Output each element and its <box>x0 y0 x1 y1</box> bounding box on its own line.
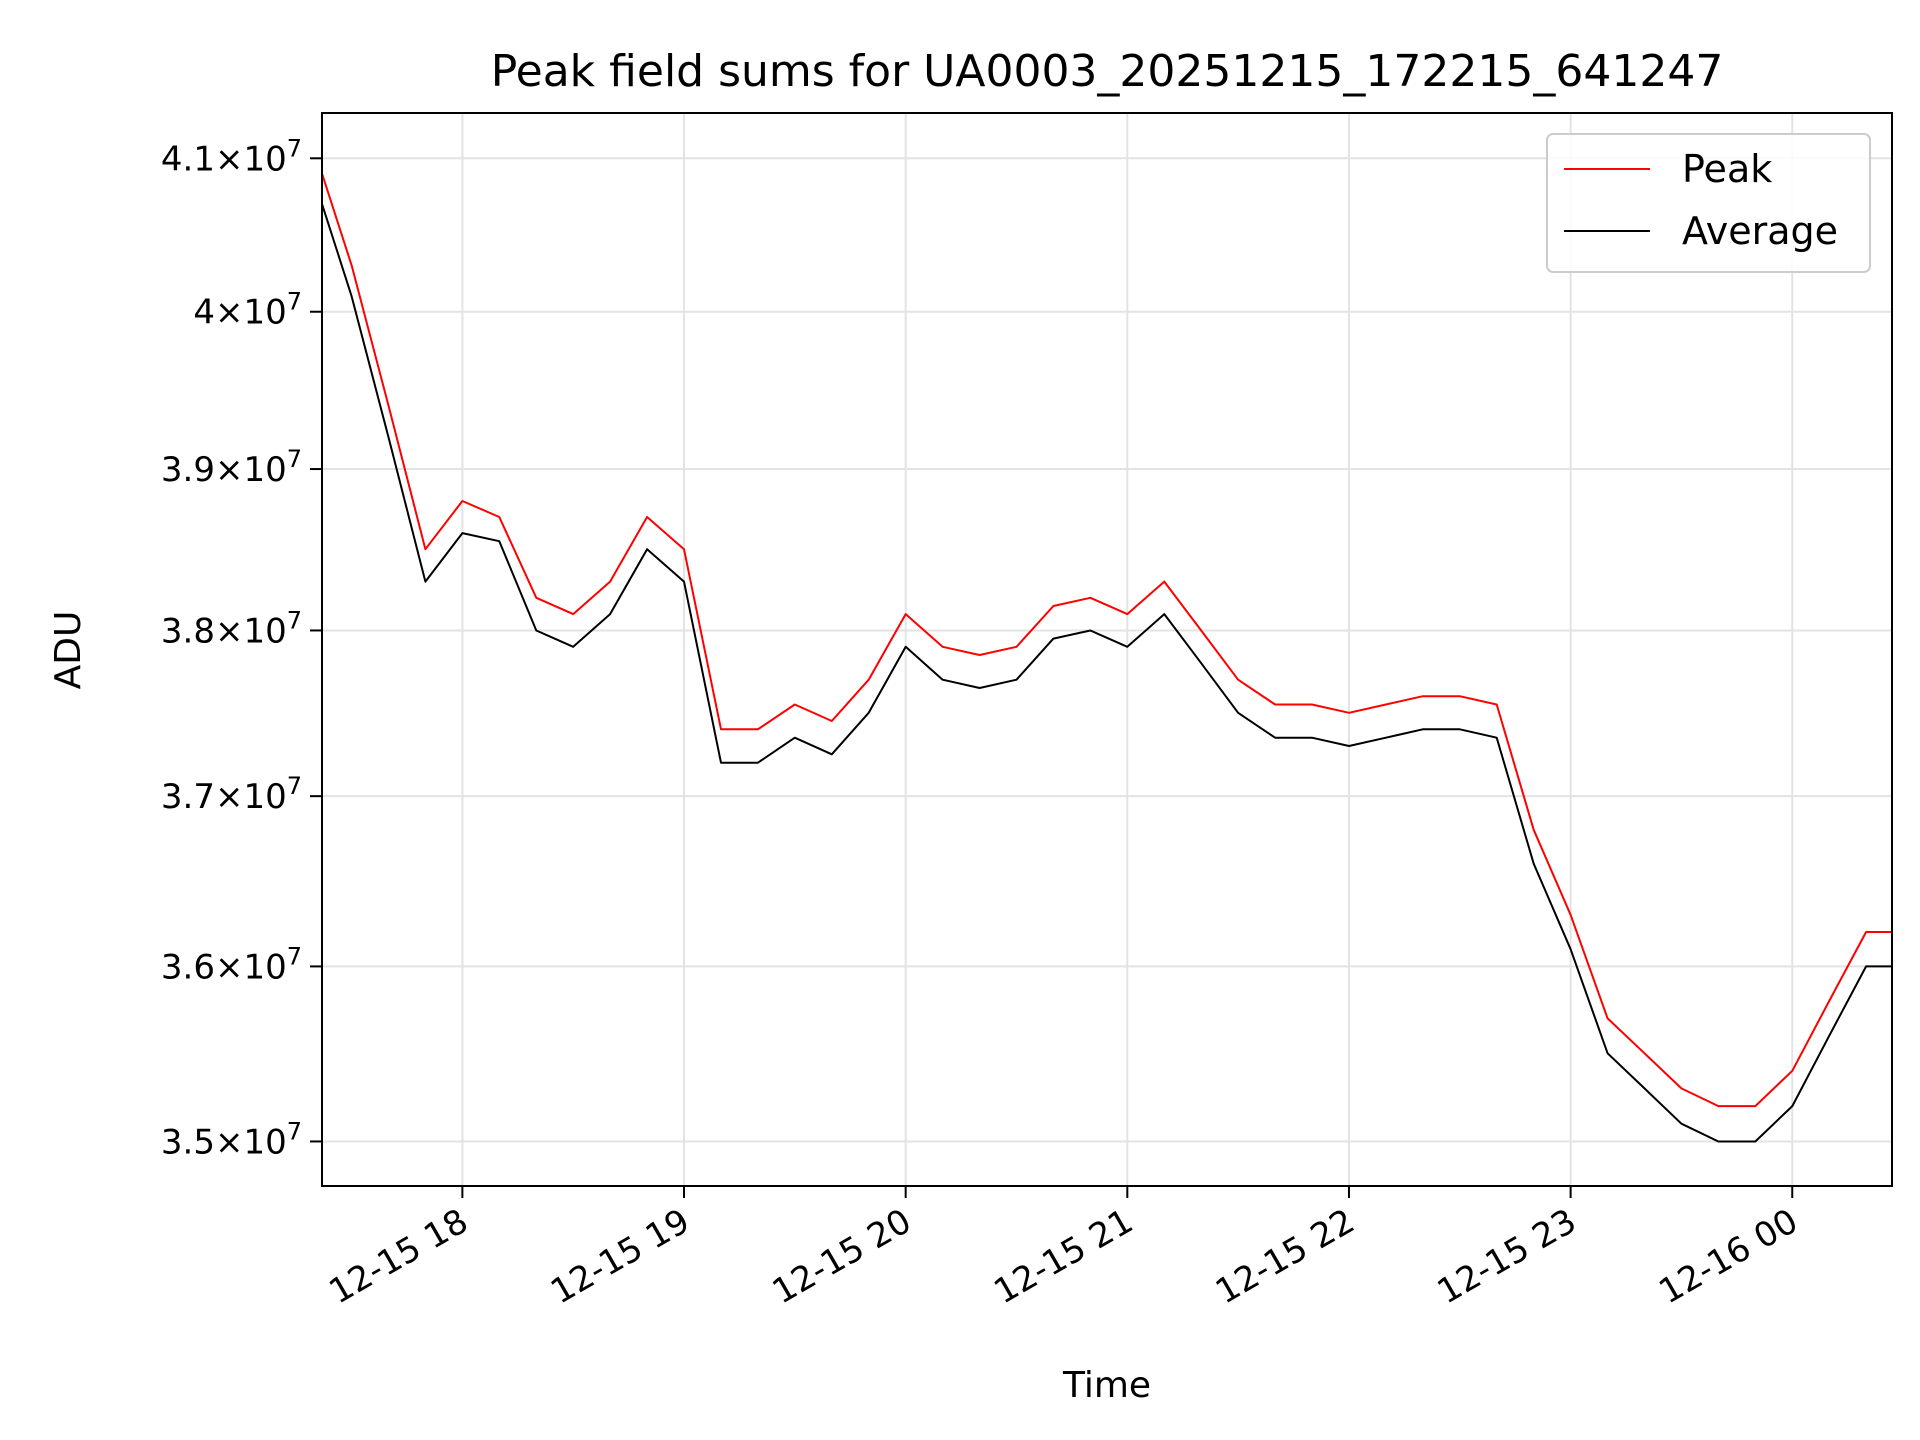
x-axis-title: Time <box>1062 1365 1151 1406</box>
grid <box>322 113 1892 1186</box>
chart-title: Peak field sums for UA0003_20251215_1722… <box>491 46 1724 97</box>
legend-average-label: Average <box>1682 209 1838 253</box>
y-tick-label: 4×107 <box>193 288 302 333</box>
y-tick-label: 3.6×107 <box>161 942 302 987</box>
plot-frame <box>321 112 1893 1187</box>
series-layer <box>321 172 1893 1143</box>
legend: Peak Average <box>1546 133 1871 273</box>
y-tick-label: 3.8×107 <box>161 606 302 651</box>
y-axis-title: ADU <box>48 611 89 690</box>
y-axis-ticks: 3.5×107 3.6×107 3.7×107 3.8×107 3.9×107 4×107… <box>161 134 322 1162</box>
y-tick-label: 3.5×107 <box>161 1117 302 1162</box>
y-tick-label: 4.1×107 <box>161 134 302 179</box>
series-line-peak <box>321 172 1893 1108</box>
y-tick-label: 3.9×107 <box>161 445 302 490</box>
series-line-average <box>321 202 1893 1143</box>
legend-peak-label: Peak <box>1682 147 1772 191</box>
y-tick-label: 3.7×107 <box>161 772 302 817</box>
